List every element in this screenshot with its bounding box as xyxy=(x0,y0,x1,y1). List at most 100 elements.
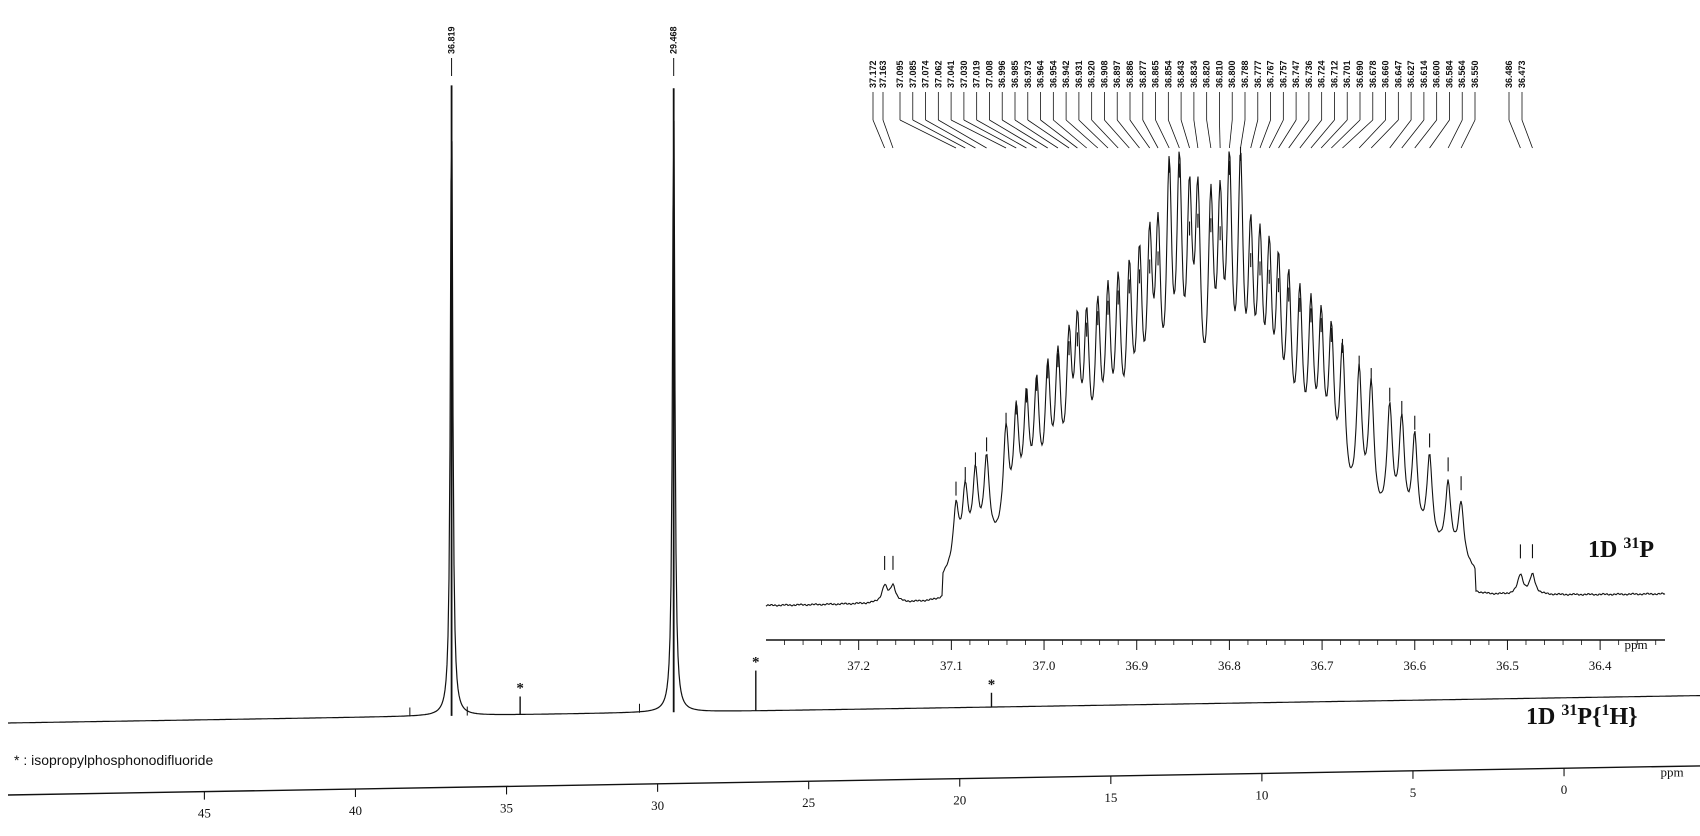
inset-label-leader xyxy=(1116,119,1140,149)
inset-peak-label: 36.877 xyxy=(1138,60,1148,88)
footnote: * : isopropylphosphonodifluoride xyxy=(14,752,214,768)
inset-label-leader xyxy=(1370,119,1399,149)
main-peak-label: 36.819 xyxy=(447,26,457,54)
inset-peak-label: 36.820 xyxy=(1202,60,1212,88)
inset-peak-label: 36.843 xyxy=(1176,60,1186,88)
main-tick-label: 0 xyxy=(1561,782,1568,797)
inset-label-leader xyxy=(976,119,1027,149)
inset-peak-label: 36.834 xyxy=(1189,60,1199,88)
inset-peak-labels: 37.172 37.163 37.095 37.085 37.074 37.062 37.0… xyxy=(868,60,1533,149)
inset-peak-label: 36.712 xyxy=(1329,60,1339,88)
inset-axis-unit: ppm xyxy=(1624,637,1647,652)
inset-peak-label: 36.550 xyxy=(1470,60,1480,88)
inset-peak-label: 36.486 xyxy=(1504,60,1514,88)
inset-label-leader xyxy=(1310,119,1335,149)
inset-tick-label: 36.7 xyxy=(1311,658,1334,673)
inset-peak-label: 36.757 xyxy=(1278,60,1288,88)
inset-label-leader xyxy=(1155,119,1170,149)
inset-label-leader xyxy=(1129,119,1151,149)
inset-label-leader xyxy=(1447,119,1463,149)
main-peak-label: 29.468 xyxy=(669,26,679,54)
inset-label-leader xyxy=(1401,119,1425,149)
inset-peak-label: 37.019 xyxy=(972,60,982,88)
inset-label-leader xyxy=(1278,119,1297,149)
inset-label-leader xyxy=(1508,119,1521,149)
inset-tick-label: 36.6 xyxy=(1403,658,1426,673)
inset-label-leader xyxy=(1342,119,1374,149)
inset-tick-label: 37.1 xyxy=(940,658,963,673)
inset-peak-label: 36.747 xyxy=(1291,60,1301,88)
inset-label-leader xyxy=(1358,119,1386,149)
inset-label-leader xyxy=(1219,119,1221,149)
inset-label-leader xyxy=(1040,119,1078,149)
inset-peak-label: 36.954 xyxy=(1048,60,1058,88)
main-axis-line xyxy=(7,765,1700,796)
main-x-axis: 45 40 35 30 25 20 15 10 5 0 ppm xyxy=(7,764,1700,821)
inset-label-leader xyxy=(1091,119,1119,149)
inset-x-axis: 37.2 37.1 37.0 36.9 36.8 36.7 36.6 36.5 36.4 ppm xyxy=(766,637,1665,673)
inset-peak-label: 37.008 xyxy=(984,60,994,88)
inset-peak-label: 36.614 xyxy=(1419,60,1429,88)
inset-peak-label: 36.724 xyxy=(1317,60,1327,88)
inset-peak-label: 36.647 xyxy=(1393,60,1403,88)
inset-label-leader xyxy=(1250,119,1259,149)
inset-label-leader xyxy=(1331,119,1361,149)
inset-peak-label: 36.473 xyxy=(1517,60,1527,88)
main-peak-labels: 36.819 29.468 xyxy=(447,26,679,76)
inset-peak-label: 36.996 xyxy=(997,60,1007,88)
impurity-marker: * xyxy=(752,655,760,671)
inset-label-leader xyxy=(1206,119,1212,149)
inset-label-leader xyxy=(1259,119,1271,149)
inset-label-leader xyxy=(1229,119,1233,149)
inset-label-leader xyxy=(1014,119,1059,149)
inset-peak-label: 36.931 xyxy=(1074,60,1084,88)
inset-peak-label: 36.810 xyxy=(1214,60,1224,88)
inset-label-leader xyxy=(1065,119,1099,149)
inset-label-leader xyxy=(1104,119,1130,149)
inset-peak-label: 37.074 xyxy=(921,60,931,88)
inset-label-leader xyxy=(1193,119,1199,149)
main-tick-label: 45 xyxy=(198,806,211,821)
inset-spectrum-line xyxy=(765,151,1666,607)
inset-peak-label: 36.701 xyxy=(1342,60,1352,88)
inset-peak-label: 36.660 xyxy=(1381,60,1391,88)
inset-peak-label: 37.172 xyxy=(868,60,878,88)
inset-label-leader xyxy=(899,119,957,149)
inset-peak-label: 36.736 xyxy=(1304,60,1314,88)
inset-label-leader xyxy=(1521,119,1533,149)
inset-peak-label: 36.897 xyxy=(1112,60,1122,88)
inset-tick-label: 37.0 xyxy=(1033,658,1056,673)
inset-label-leader xyxy=(1027,119,1070,149)
impurity-marker: * xyxy=(988,677,996,693)
main-tick-label: 20 xyxy=(953,793,966,808)
inset-label-leader xyxy=(938,119,987,149)
inset-peak-label: 36.985 xyxy=(1010,60,1020,88)
inset-peak-label: 37.041 xyxy=(946,60,956,88)
inset-label-leader xyxy=(1288,119,1310,149)
inset-peak-label: 36.678 xyxy=(1368,60,1378,88)
main-tick-label: 40 xyxy=(349,803,362,818)
inset-label-leader xyxy=(1414,119,1437,149)
main-spectrum-line xyxy=(8,120,1700,724)
inset-peak-label: 36.908 xyxy=(1099,60,1109,88)
inset-peak-label: 36.920 xyxy=(1087,60,1097,88)
inset-peak-label: 36.584 xyxy=(1444,60,1454,88)
inset-label-leader xyxy=(1320,119,1348,149)
main-tick-label: 25 xyxy=(802,795,815,810)
inset-label-leader xyxy=(1460,119,1476,149)
inset-peak-label: 36.777 xyxy=(1253,60,1263,88)
main-tick-label: 15 xyxy=(1104,790,1117,805)
inset-label-leader xyxy=(882,119,894,149)
inset-peak-label: 36.886 xyxy=(1125,60,1135,88)
main-tick-label: 35 xyxy=(500,800,513,815)
inset-label-leader xyxy=(1429,119,1450,149)
main-axis-unit: ppm xyxy=(1660,764,1683,779)
inset-peak-label: 36.964 xyxy=(1036,60,1046,88)
inset-tick-label: 36.9 xyxy=(1125,658,1148,673)
inset-label-leader xyxy=(1078,119,1109,149)
inset-tick-label: 36.8 xyxy=(1218,658,1241,673)
inset-peak-label: 37.085 xyxy=(908,60,918,88)
inset-peak-label: 36.865 xyxy=(1151,60,1161,88)
inset-peak-label: 36.854 xyxy=(1163,60,1173,88)
inset-peak-label: 36.973 xyxy=(1023,60,1033,88)
